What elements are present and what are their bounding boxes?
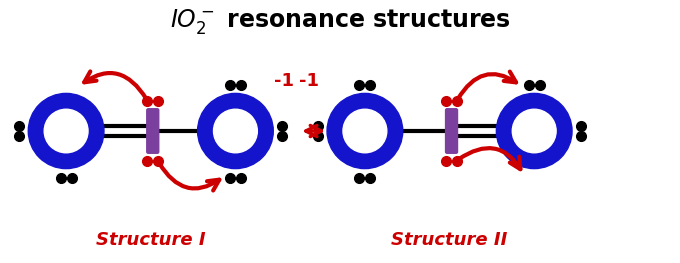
Circle shape — [44, 109, 88, 153]
Circle shape — [496, 93, 572, 169]
Circle shape — [29, 93, 104, 169]
Circle shape — [512, 109, 556, 153]
Text: $\mathit{IO_2^-}$ resonance structures: $\mathit{IO_2^-}$ resonance structures — [169, 7, 511, 36]
Circle shape — [214, 109, 257, 153]
Circle shape — [343, 109, 387, 153]
Text: Structure I: Structure I — [96, 231, 205, 249]
Circle shape — [198, 93, 273, 169]
Text: -1: -1 — [299, 72, 319, 90]
FancyBboxPatch shape — [445, 109, 458, 153]
Circle shape — [327, 93, 403, 169]
Text: -1: -1 — [274, 72, 294, 90]
FancyBboxPatch shape — [147, 109, 158, 153]
Text: Structure II: Structure II — [392, 231, 508, 249]
